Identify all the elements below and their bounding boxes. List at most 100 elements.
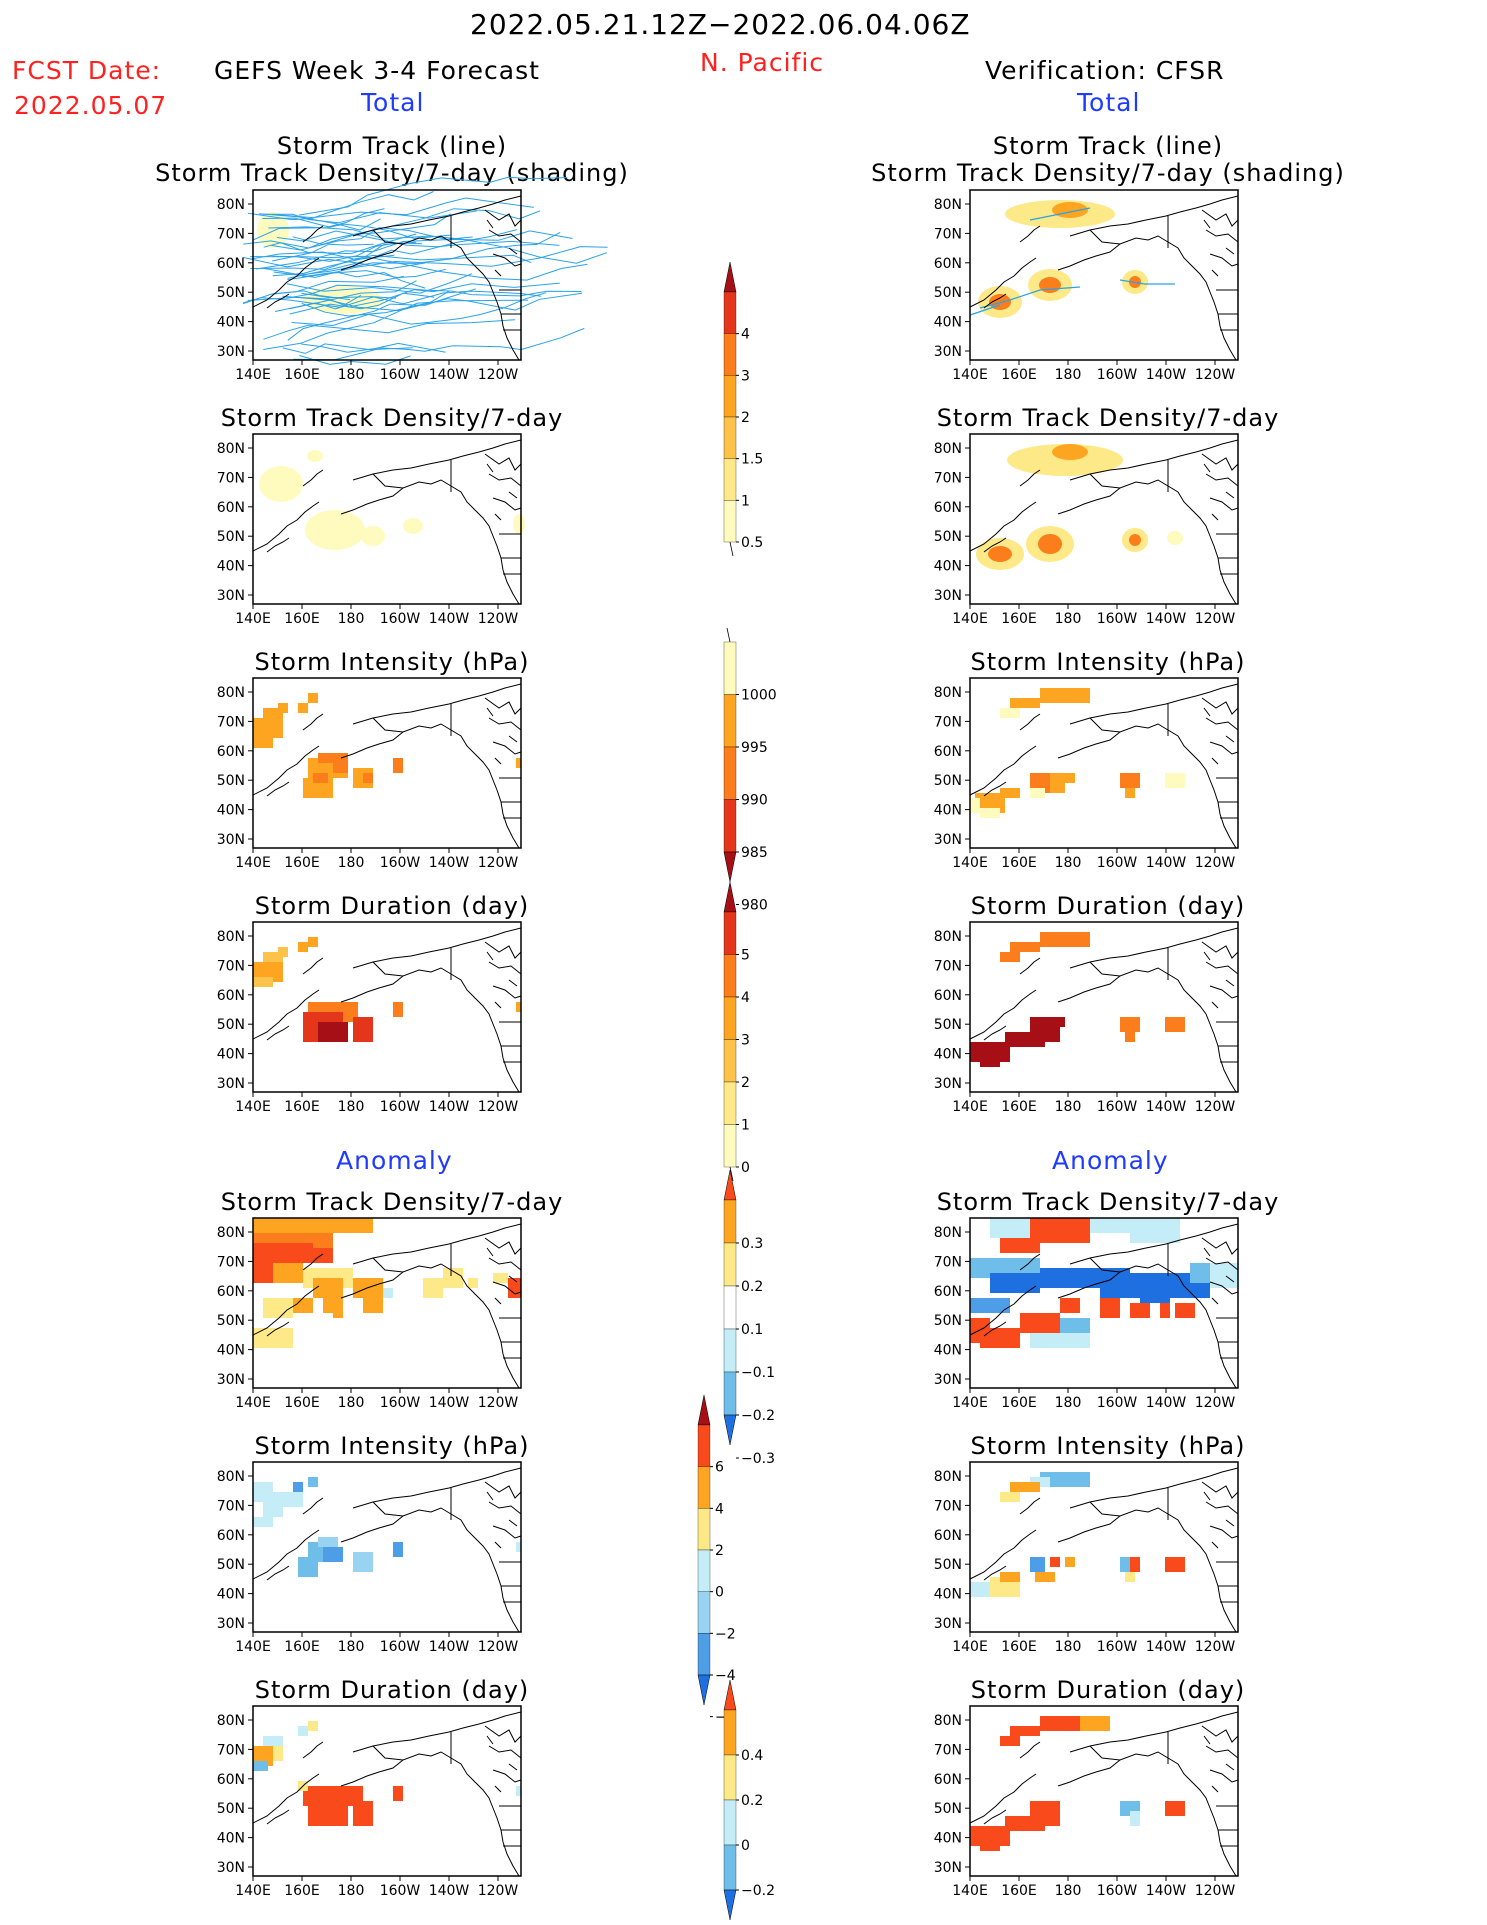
- lon-tick-label: 120W: [478, 1639, 519, 1655]
- colorbar-swatch: [697, 1466, 711, 1509]
- lon-tick-label: 140W: [429, 611, 470, 627]
- lat-tick-label: 50N: [217, 1801, 245, 1817]
- grid-cell: [1010, 942, 1040, 952]
- colorbar-label: −0.2: [741, 1408, 775, 1424]
- grid-cell: [1130, 1303, 1150, 1318]
- right-duration-title: Storm Duration (day): [970, 892, 1246, 920]
- grid-cell: [253, 1482, 273, 1502]
- colorbar-swatch: [723, 1754, 737, 1801]
- map-frame: [969, 677, 1239, 849]
- lon-tick-label: 140W: [429, 1395, 470, 1411]
- lat-tick-label: 40N: [934, 559, 962, 575]
- lat-tick-label: 30N: [217, 344, 245, 360]
- right-total-label: Total: [1077, 88, 1141, 117]
- grid-cell: [273, 1492, 303, 1507]
- right-density-title: Storm Track Density/7-day: [936, 404, 1280, 432]
- lon-tick-label: 160E: [284, 367, 320, 383]
- lon-tick-label: 180: [338, 1883, 365, 1899]
- grid-cell: [333, 758, 348, 773]
- grid-cell: [1000, 1492, 1020, 1502]
- colorbar-anomaly-density: 0.3 0.2 0.1 −0.1 −0.2 −0.3: [723, 1169, 775, 1467]
- map-left-intensity: 80N 70N 60N 50N 40N 30N 140E 160E 180 160W 140W 120…: [217, 677, 522, 871]
- grid-cell: [253, 977, 273, 987]
- lat-tick-label: 50N: [934, 285, 962, 301]
- lat-tick-label: 70N: [217, 1254, 245, 1270]
- right-anom-duration-title: Storm Duration (day): [970, 1676, 1246, 1704]
- lon-tick-label: 140E: [235, 611, 271, 627]
- grid-cell: [353, 1552, 373, 1572]
- lon-tick-label: 140W: [1146, 1639, 1187, 1655]
- lon-tick-label: 140W: [1146, 367, 1187, 383]
- grid-cell: [1045, 1017, 1065, 1027]
- lon-tick-label: 180: [1055, 1639, 1082, 1655]
- grid-cell: [970, 798, 980, 813]
- grid-cell: [1125, 788, 1135, 798]
- density-blob: [305, 510, 365, 550]
- left-total-label: Total: [361, 88, 425, 117]
- grid-cell: [1040, 1716, 1090, 1731]
- grid-cell: [393, 758, 403, 773]
- colorbar-label: 4: [715, 1501, 724, 1517]
- colorbar-swatch: [723, 375, 737, 418]
- grid-cell: [253, 1328, 293, 1348]
- grid-cell: [990, 1218, 1040, 1238]
- lat-tick-label: 30N: [934, 1860, 962, 1876]
- lon-tick-label: 180: [1055, 855, 1082, 871]
- grid-cell: [1140, 1283, 1170, 1303]
- grid-cell: [308, 937, 318, 947]
- lat-tick-label: 80N: [934, 929, 962, 945]
- lat-tick-label: 50N: [217, 529, 245, 545]
- colorbar-swatch: [723, 1124, 737, 1168]
- colorbar-label: 5: [741, 948, 750, 964]
- lat-tick-label: 70N: [217, 470, 245, 486]
- map-frame: [969, 1217, 1239, 1389]
- grid-cell: [1010, 1726, 1040, 1736]
- colorbar-label: 2: [741, 410, 750, 426]
- lon-tick-label: 180: [338, 1639, 365, 1655]
- lat-tick-label: 30N: [217, 1372, 245, 1388]
- grid-cell: [1030, 1801, 1060, 1826]
- density-blob: [307, 450, 323, 462]
- lon-tick-label: 180: [1055, 1395, 1082, 1411]
- colorbar-swatch: [723, 1199, 737, 1244]
- grid-cell: [1000, 788, 1020, 798]
- lon-tick-label: 160W: [380, 611, 421, 627]
- lon-tick-label: 160W: [1097, 1099, 1138, 1115]
- lon-tick-label: 160E: [284, 855, 320, 871]
- lon-tick-label: 160E: [1001, 1099, 1037, 1115]
- lat-tick-label: 70N: [934, 470, 962, 486]
- left-anomaly-label: Anomaly: [336, 1146, 453, 1175]
- grid-cell: [1060, 1318, 1090, 1333]
- lat-tick-label: 70N: [934, 958, 962, 974]
- lat-tick-label: 50N: [934, 529, 962, 545]
- colorbar-arrow: [723, 851, 737, 883]
- grid-cell: [980, 1328, 1020, 1348]
- colorbar-arrow: [723, 1679, 737, 1711]
- grid-cell: [1040, 932, 1090, 947]
- grid-cell: [253, 738, 273, 748]
- lat-tick-label: 60N: [217, 1772, 245, 1788]
- lon-tick-label: 180: [338, 367, 365, 383]
- lat-tick-label: 30N: [217, 1860, 245, 1876]
- right-intensity-title: Storm Intensity (hPa): [970, 648, 1246, 676]
- lat-tick-label: 30N: [934, 1076, 962, 1092]
- colorbar-label: −0.1: [741, 1365, 775, 1381]
- lat-tick-label: 80N: [934, 197, 962, 213]
- lon-tick-label: 120W: [478, 1883, 519, 1899]
- lon-tick-label: 160E: [284, 1883, 320, 1899]
- grid-cell: [273, 1263, 303, 1283]
- lat-tick-label: 60N: [934, 256, 962, 272]
- left-intensity-title: Storm Intensity (hPa): [254, 648, 530, 676]
- lon-tick-label: 180: [338, 611, 365, 627]
- left-model-title: GEFS Week 3-4 Forecast: [214, 56, 540, 85]
- colorbar-arrow: [723, 261, 737, 293]
- lat-tick-label: 50N: [934, 1313, 962, 1329]
- coastline: [252, 195, 522, 361]
- lat-tick-label: 60N: [217, 1528, 245, 1544]
- lat-tick-label: 80N: [934, 1713, 962, 1729]
- colorbar-swatch: [723, 996, 737, 1040]
- grid-cell: [1130, 1811, 1140, 1826]
- lon-tick-label: 160W: [1097, 367, 1138, 383]
- grid-cell: [1050, 1557, 1060, 1567]
- lon-tick-label: 140E: [235, 1099, 271, 1115]
